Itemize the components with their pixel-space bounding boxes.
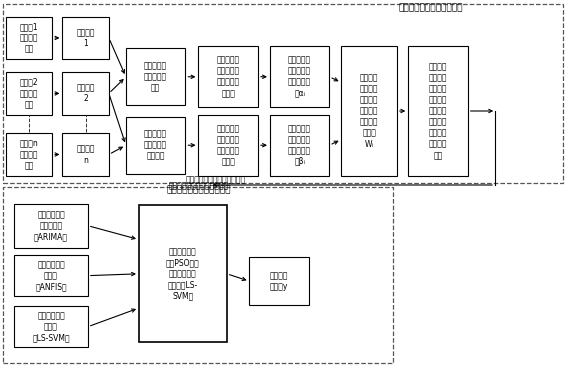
Text: 求得不同检
测点温度传
感器融合权
重βᵢ: 求得不同检 测点温度传 感器融合权 重βᵢ	[288, 124, 311, 166]
Text: 自适应神经模
糊推理
（ANFIS）: 自适应神经模 糊推理 （ANFIS）	[35, 260, 67, 291]
Text: 模糊化值
n: 模糊化值 n	[77, 144, 95, 165]
Text: 每个检测
点温度传
感器与其
组合权重
的积相加
得到的和
为整个猪
舍环境温
度值: 每个检测 点温度传 感器与其 组合权重 的积相加 得到的和 为整个猪 舍环境温 …	[429, 62, 447, 160]
FancyBboxPatch shape	[6, 72, 52, 115]
FancyBboxPatch shape	[126, 48, 185, 105]
FancyBboxPatch shape	[14, 306, 88, 347]
Text: 猪舍环境温度智能预测模型: 猪舍环境温度智能预测模型	[166, 185, 231, 194]
Text: 检测点n
温度传感
器值: 检测点n 温度传感 器值	[19, 139, 39, 170]
Text: 检测点2
温度传感
器值: 检测点2 温度传感 器值	[20, 78, 38, 109]
Text: 构建温度传
感器检测值
间灰色关联
度矩阵: 构建温度传 感器检测值 间灰色关联 度矩阵	[217, 124, 240, 166]
FancyBboxPatch shape	[62, 72, 109, 115]
FancyBboxPatch shape	[6, 17, 52, 59]
FancyBboxPatch shape	[62, 133, 109, 176]
FancyBboxPatch shape	[6, 133, 52, 176]
Text: 定义两两模
糊化值的灰
色关联度: 定义两两模 糊化值的灰 色关联度	[144, 130, 167, 161]
FancyBboxPatch shape	[341, 46, 397, 176]
Text: 猪舍环境多点温度融合融合值: 猪舍环境多点温度融合融合值	[185, 175, 246, 184]
FancyBboxPatch shape	[126, 117, 185, 174]
Text: 基于粒子群算
法（PSO）的
最小二乘支持
向量机（LS-
SVM）: 基于粒子群算 法（PSO）的 最小二乘支持 向量机（LS- SVM）	[166, 247, 200, 300]
FancyBboxPatch shape	[408, 46, 468, 176]
Text: 猪舍环境多点温度融合融合值: 猪舍环境多点温度融合融合值	[168, 181, 229, 190]
FancyBboxPatch shape	[198, 46, 258, 107]
FancyBboxPatch shape	[62, 17, 109, 59]
Text: 模糊化值
2: 模糊化值 2	[77, 83, 95, 104]
FancyBboxPatch shape	[14, 204, 88, 248]
Text: 猪舍环境多点温度融合模型: 猪舍环境多点温度融合模型	[399, 4, 463, 13]
FancyBboxPatch shape	[249, 257, 309, 305]
FancyBboxPatch shape	[14, 255, 88, 296]
FancyBboxPatch shape	[270, 115, 329, 176]
Text: 检测点1
温度传感
器值: 检测点1 温度传感 器值	[20, 22, 38, 54]
FancyBboxPatch shape	[198, 115, 258, 176]
FancyBboxPatch shape	[139, 205, 227, 342]
Text: 定义两两模
糊化值之间
距离: 定义两两模 糊化值之间 距离	[144, 61, 167, 92]
Text: 自回归积分滑
动平均模型
（ARIMA）: 自回归积分滑 动平均模型 （ARIMA）	[34, 210, 68, 241]
Text: 线性组合
得到不同
检测点温
度传感器
融合的组
合权重
Wᵢ: 线性组合 得到不同 检测点温 度传感器 融合的组 合权重 Wᵢ	[360, 73, 378, 149]
Text: 模糊化值
1: 模糊化值 1	[77, 28, 95, 48]
Text: 最小二乘支持
向量机
（LS-SVM）: 最小二乘支持 向量机 （LS-SVM）	[32, 311, 70, 342]
Text: 猪舍温度
预测值y: 猪舍温度 预测值y	[270, 271, 289, 291]
Text: 求得不同检
测点温度传
感器融合权
重αᵢ: 求得不同检 测点温度传 感器融合权 重αᵢ	[288, 56, 311, 98]
Text: 构建温度传
感器检测值
间模糊支持
度矩阵: 构建温度传 感器检测值 间模糊支持 度矩阵	[217, 56, 240, 98]
FancyBboxPatch shape	[270, 46, 329, 107]
